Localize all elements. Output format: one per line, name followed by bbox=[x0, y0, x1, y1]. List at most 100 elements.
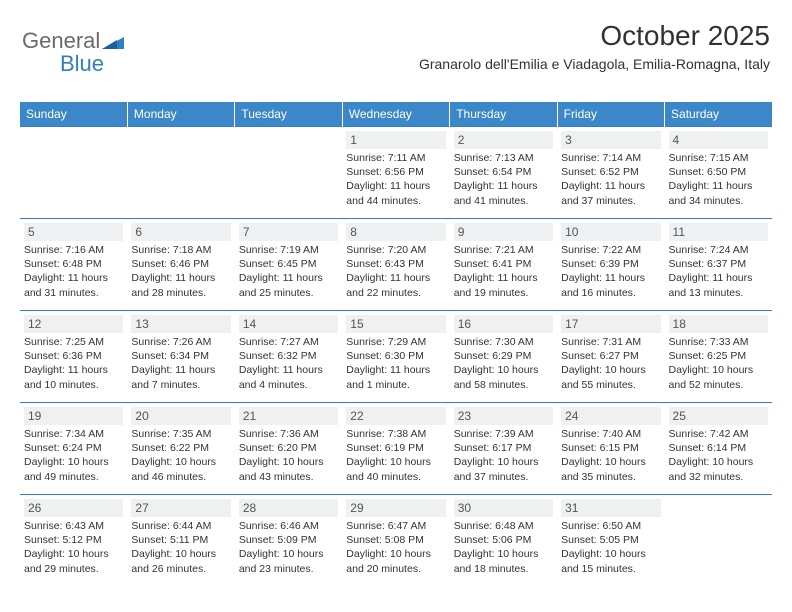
day-detail: Sunrise: 7:30 AMSunset: 6:29 PMDaylight:… bbox=[454, 335, 553, 392]
calendar-cell bbox=[235, 127, 342, 219]
calendar-cell: 9Sunrise: 7:21 AMSunset: 6:41 PMDaylight… bbox=[450, 219, 557, 311]
weekday-header: Thursday bbox=[450, 102, 557, 127]
calendar-cell: 7 Sunrise: 7:19 AMSunset: 6:45 PMDaylight… bbox=[235, 219, 342, 311]
calendar-body: 1 Sunrise: 7:11 AMSunset: 6:56 PMDaylight… bbox=[20, 127, 772, 587]
day-number: 16 bbox=[454, 315, 553, 333]
logo-text-gray: General bbox=[22, 28, 100, 53]
day-number: 7 bbox=[239, 223, 338, 241]
calendar-week-row: 5Sunrise: 7:16 AMSunset: 6:48 PMDaylight… bbox=[20, 219, 772, 311]
day-number: 24 bbox=[561, 407, 660, 425]
weekday-header: Sunday bbox=[20, 102, 127, 127]
day-detail: Sunrise: 7:40 AMSunset: 6:15 PMDaylight:… bbox=[561, 427, 660, 484]
day-detail: Sunrise: 7:22 AMSunset: 6:39 PMDaylight:… bbox=[561, 243, 660, 300]
day-detail: Sunrise: 7:26 AMSunset: 6:34 PMDaylight:… bbox=[131, 335, 230, 392]
calendar-table: Sunday Monday Tuesday Wednesday Thursday… bbox=[20, 102, 772, 587]
calendar-cell: 31 Sunrise: 6:50 AMSunset: 5:05 PMDayligh… bbox=[557, 495, 664, 587]
calendar-cell: 10 Sunrise: 7:22 AMSunset: 6:39 PMDayligh… bbox=[557, 219, 664, 311]
day-number: 18 bbox=[669, 315, 768, 333]
day-detail: Sunrise: 7:25 AMSunset: 6:36 PMDaylight:… bbox=[24, 335, 123, 392]
calendar-cell bbox=[127, 127, 234, 219]
calendar-cell: 6 Sunrise: 7:18 AMSunset: 6:46 PMDaylight… bbox=[127, 219, 234, 311]
day-number: 21 bbox=[239, 407, 338, 425]
day-detail: Sunrise: 7:42 AMSunset: 6:14 PMDaylight:… bbox=[669, 427, 768, 484]
logo: General Blue bbox=[22, 28, 124, 81]
calendar-cell: 16 Sunrise: 7:30 AMSunset: 6:29 PMDayligh… bbox=[450, 311, 557, 403]
day-number: 14 bbox=[239, 315, 338, 333]
calendar-week-row: 1 Sunrise: 7:11 AMSunset: 6:56 PMDaylight… bbox=[20, 127, 772, 219]
weekday-header-row: Sunday Monday Tuesday Wednesday Thursday… bbox=[20, 102, 772, 127]
day-detail: Sunrise: 6:46 AMSunset: 5:09 PMDaylight:… bbox=[239, 519, 338, 576]
weekday-header: Friday bbox=[557, 102, 664, 127]
calendar-cell: 20Sunrise: 7:35 AMSunset: 6:22 PMDayligh… bbox=[127, 403, 234, 495]
day-detail: Sunrise: 7:20 AMSunset: 6:43 PMDaylight:… bbox=[346, 243, 445, 300]
calendar-cell: 12Sunrise: 7:25 AMSunset: 6:36 PMDayligh… bbox=[20, 311, 127, 403]
day-number: 17 bbox=[561, 315, 660, 333]
day-number: 10 bbox=[561, 223, 660, 241]
day-detail: Sunrise: 7:27 AMSunset: 6:32 PMDaylight:… bbox=[239, 335, 338, 392]
day-detail: Sunrise: 6:50 AMSunset: 5:05 PMDaylight:… bbox=[561, 519, 660, 576]
calendar-cell: 3 Sunrise: 7:14 AMSunset: 6:52 PMDaylight… bbox=[557, 127, 664, 219]
calendar-cell: 29 Sunrise: 6:47 AMSunset: 5:08 PMDayligh… bbox=[342, 495, 449, 587]
day-detail: Sunrise: 6:47 AMSunset: 5:08 PMDaylight:… bbox=[346, 519, 445, 576]
page-header: October 2025 Granarolo dell'Emilia e Via… bbox=[419, 20, 770, 72]
calendar-cell: 11 Sunrise: 7:24 AMSunset: 6:37 PMDayligh… bbox=[665, 219, 772, 311]
calendar-cell: 5Sunrise: 7:16 AMSunset: 6:48 PMDaylight… bbox=[20, 219, 127, 311]
day-detail: Sunrise: 7:11 AMSunset: 6:56 PMDaylight:… bbox=[346, 151, 445, 208]
calendar-cell: 19 Sunrise: 7:34 AMSunset: 6:24 PMDayligh… bbox=[20, 403, 127, 495]
weekday-header: Monday bbox=[127, 102, 234, 127]
day-detail: Sunrise: 7:29 AMSunset: 6:30 PMDaylight:… bbox=[346, 335, 445, 392]
day-number: 6 bbox=[131, 223, 230, 241]
logo-text-blue: Blue bbox=[60, 51, 104, 76]
calendar-cell: 27Sunrise: 6:44 AMSunset: 5:11 PMDayligh… bbox=[127, 495, 234, 587]
weekday-header: Tuesday bbox=[235, 102, 342, 127]
calendar-cell: 4Sunrise: 7:15 AMSunset: 6:50 PMDaylight… bbox=[665, 127, 772, 219]
day-number: 28 bbox=[239, 499, 338, 517]
calendar-cell: 21 Sunrise: 7:36 AMSunset: 6:20 PMDayligh… bbox=[235, 403, 342, 495]
calendar-cell: 25Sunrise: 7:42 AMSunset: 6:14 PMDayligh… bbox=[665, 403, 772, 495]
day-number: 22 bbox=[346, 407, 445, 425]
day-number: 5 bbox=[24, 223, 123, 241]
day-detail: Sunrise: 7:18 AMSunset: 6:46 PMDaylight:… bbox=[131, 243, 230, 300]
calendar-week-row: 26 Sunrise: 6:43 AMSunset: 5:12 PMDayligh… bbox=[20, 495, 772, 587]
day-detail: Sunrise: 7:24 AMSunset: 6:37 PMDaylight:… bbox=[669, 243, 768, 300]
calendar-cell: 18 Sunrise: 7:33 AMSunset: 6:25 PMDayligh… bbox=[665, 311, 772, 403]
day-number: 31 bbox=[561, 499, 660, 517]
day-detail: Sunrise: 7:19 AMSunset: 6:45 PMDaylight:… bbox=[239, 243, 338, 300]
logo-triangle-icon bbox=[102, 29, 124, 55]
day-number: 30 bbox=[454, 499, 553, 517]
day-number: 3 bbox=[561, 131, 660, 149]
weekday-header: Wednesday bbox=[342, 102, 449, 127]
calendar-cell: 23Sunrise: 7:39 AMSunset: 6:17 PMDayligh… bbox=[450, 403, 557, 495]
calendar-cell: 26 Sunrise: 6:43 AMSunset: 5:12 PMDayligh… bbox=[20, 495, 127, 587]
day-number: 26 bbox=[24, 499, 123, 517]
day-number: 8 bbox=[346, 223, 445, 241]
day-number: 2 bbox=[454, 131, 553, 149]
weekday-header: Saturday bbox=[665, 102, 772, 127]
day-number: 11 bbox=[669, 223, 768, 241]
day-detail: Sunrise: 6:48 AMSunset: 5:06 PMDaylight:… bbox=[454, 519, 553, 576]
day-detail: Sunrise: 7:36 AMSunset: 6:20 PMDaylight:… bbox=[239, 427, 338, 484]
day-detail: Sunrise: 7:14 AMSunset: 6:52 PMDaylight:… bbox=[561, 151, 660, 208]
calendar-cell: 28 Sunrise: 6:46 AMSunset: 5:09 PMDayligh… bbox=[235, 495, 342, 587]
calendar-week-row: 19 Sunrise: 7:34 AMSunset: 6:24 PMDayligh… bbox=[20, 403, 772, 495]
calendar-cell: 1 Sunrise: 7:11 AMSunset: 6:56 PMDaylight… bbox=[342, 127, 449, 219]
day-detail: Sunrise: 7:39 AMSunset: 6:17 PMDaylight:… bbox=[454, 427, 553, 484]
day-detail: Sunrise: 7:33 AMSunset: 6:25 PMDaylight:… bbox=[669, 335, 768, 392]
day-number: 29 bbox=[346, 499, 445, 517]
day-detail: Sunrise: 7:35 AMSunset: 6:22 PMDaylight:… bbox=[131, 427, 230, 484]
calendar-cell: 22Sunrise: 7:38 AMSunset: 6:19 PMDayligh… bbox=[342, 403, 449, 495]
day-number: 9 bbox=[454, 223, 553, 241]
calendar-cell bbox=[20, 127, 127, 219]
day-detail: Sunrise: 6:43 AMSunset: 5:12 PMDaylight:… bbox=[24, 519, 123, 576]
day-detail: Sunrise: 7:34 AMSunset: 6:24 PMDaylight:… bbox=[24, 427, 123, 484]
calendar-cell: 14 Sunrise: 7:27 AMSunset: 6:32 PMDayligh… bbox=[235, 311, 342, 403]
calendar-week-row: 12Sunrise: 7:25 AMSunset: 6:36 PMDayligh… bbox=[20, 311, 772, 403]
calendar-cell: 15Sunrise: 7:29 AMSunset: 6:30 PMDayligh… bbox=[342, 311, 449, 403]
day-detail: Sunrise: 7:31 AMSunset: 6:27 PMDaylight:… bbox=[561, 335, 660, 392]
day-number: 1 bbox=[346, 131, 445, 149]
day-detail: Sunrise: 7:13 AMSunset: 6:54 PMDaylight:… bbox=[454, 151, 553, 208]
calendar-cell: 13 Sunrise: 7:26 AMSunset: 6:34 PMDayligh… bbox=[127, 311, 234, 403]
calendar-cell bbox=[665, 495, 772, 587]
day-number: 19 bbox=[24, 407, 123, 425]
day-number: 13 bbox=[131, 315, 230, 333]
